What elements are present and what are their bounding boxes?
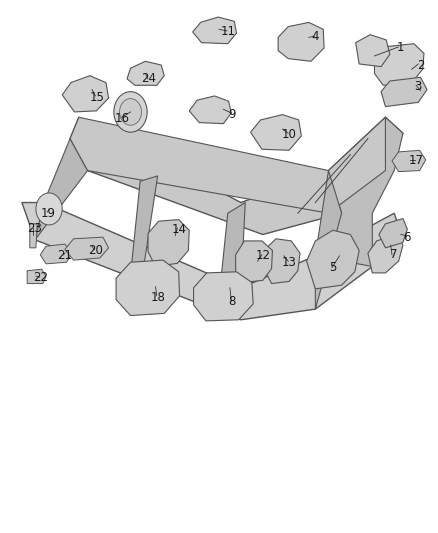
Text: 20: 20 [88, 244, 103, 257]
Polygon shape [27, 269, 46, 284]
Polygon shape [70, 117, 385, 213]
Text: 9: 9 [228, 108, 236, 121]
Text: 3: 3 [415, 80, 422, 93]
Polygon shape [70, 117, 403, 235]
Text: 10: 10 [282, 128, 297, 141]
Polygon shape [356, 35, 390, 67]
Polygon shape [251, 115, 301, 150]
Polygon shape [236, 241, 272, 282]
Polygon shape [194, 272, 253, 321]
Text: 22: 22 [33, 271, 48, 284]
Text: 8: 8 [229, 295, 236, 308]
Polygon shape [219, 203, 245, 298]
Text: 5: 5 [329, 261, 336, 274]
Polygon shape [392, 150, 426, 172]
Polygon shape [127, 61, 164, 85]
Text: 15: 15 [90, 91, 105, 103]
Polygon shape [116, 260, 180, 316]
Polygon shape [315, 171, 342, 309]
Polygon shape [35, 139, 88, 240]
Text: 6: 6 [403, 231, 411, 244]
Text: 18: 18 [150, 291, 165, 304]
Polygon shape [278, 22, 324, 61]
Polygon shape [30, 224, 37, 248]
Polygon shape [263, 239, 300, 284]
Polygon shape [315, 117, 403, 266]
Polygon shape [65, 237, 109, 260]
Text: 21: 21 [57, 249, 72, 262]
Text: 19: 19 [41, 207, 56, 220]
Text: 17: 17 [409, 155, 424, 167]
Polygon shape [40, 244, 72, 264]
Text: 14: 14 [171, 223, 186, 236]
Text: 11: 11 [220, 26, 235, 38]
Polygon shape [381, 77, 427, 107]
Text: 1: 1 [397, 42, 405, 54]
Text: 24: 24 [141, 72, 156, 85]
Text: 23: 23 [27, 222, 42, 235]
Text: 13: 13 [282, 256, 297, 269]
Polygon shape [22, 203, 403, 320]
Text: 4: 4 [311, 30, 319, 43]
Circle shape [120, 99, 141, 125]
Polygon shape [374, 44, 424, 85]
Polygon shape [62, 76, 109, 112]
Polygon shape [193, 17, 237, 44]
Polygon shape [189, 96, 231, 124]
Circle shape [36, 193, 62, 225]
Polygon shape [379, 219, 407, 248]
Circle shape [114, 92, 147, 132]
Polygon shape [307, 230, 359, 289]
Text: 2: 2 [417, 59, 424, 71]
Polygon shape [368, 235, 403, 273]
Polygon shape [148, 220, 189, 266]
Text: 16: 16 [115, 112, 130, 125]
Polygon shape [131, 176, 158, 266]
Text: 12: 12 [255, 249, 270, 262]
Text: 7: 7 [390, 248, 398, 261]
